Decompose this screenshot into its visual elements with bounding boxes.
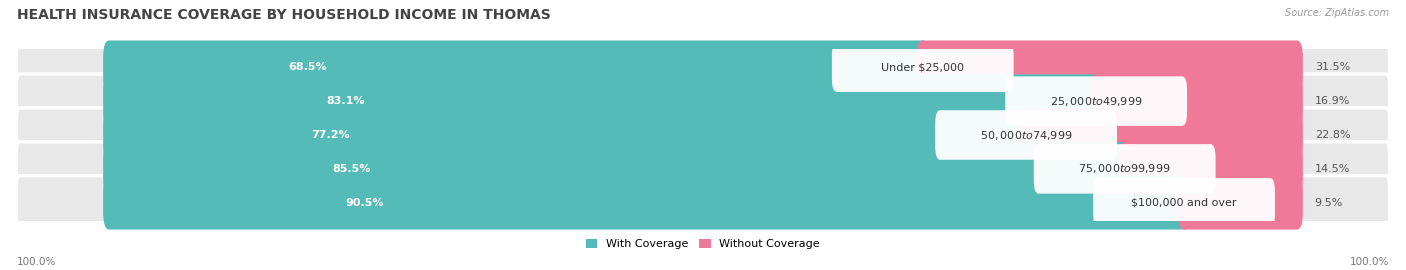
FancyBboxPatch shape [103, 108, 1032, 162]
Text: 22.8%: 22.8% [1315, 130, 1350, 140]
Text: Under $25,000: Under $25,000 [882, 62, 965, 72]
FancyBboxPatch shape [1005, 76, 1187, 126]
FancyBboxPatch shape [935, 110, 1116, 160]
Text: 68.5%: 68.5% [288, 62, 326, 72]
FancyBboxPatch shape [103, 40, 929, 94]
FancyBboxPatch shape [103, 74, 1102, 128]
Text: $100,000 and over: $100,000 and over [1132, 198, 1237, 208]
FancyBboxPatch shape [1033, 144, 1216, 194]
FancyBboxPatch shape [103, 176, 1189, 230]
FancyBboxPatch shape [17, 74, 1389, 128]
Legend: With Coverage, Without Coverage: With Coverage, Without Coverage [582, 235, 824, 254]
FancyBboxPatch shape [103, 142, 1130, 196]
FancyBboxPatch shape [1094, 178, 1275, 228]
FancyBboxPatch shape [1090, 74, 1303, 128]
Text: HEALTH INSURANCE COVERAGE BY HOUSEHOLD INCOME IN THOMAS: HEALTH INSURANCE COVERAGE BY HOUSEHOLD I… [17, 8, 551, 22]
Text: 31.5%: 31.5% [1315, 62, 1350, 72]
Text: $50,000 to $74,999: $50,000 to $74,999 [980, 129, 1073, 141]
Text: $75,000 to $99,999: $75,000 to $99,999 [1078, 162, 1171, 176]
Text: 85.5%: 85.5% [332, 164, 371, 174]
FancyBboxPatch shape [17, 176, 1389, 230]
Text: 14.5%: 14.5% [1315, 164, 1350, 174]
Text: 16.9%: 16.9% [1315, 96, 1350, 106]
Text: 9.5%: 9.5% [1315, 198, 1343, 208]
Text: Source: ZipAtlas.com: Source: ZipAtlas.com [1285, 8, 1389, 18]
FancyBboxPatch shape [1178, 176, 1303, 230]
Text: 83.1%: 83.1% [326, 96, 364, 106]
FancyBboxPatch shape [17, 142, 1389, 196]
Text: 90.5%: 90.5% [346, 198, 384, 208]
FancyBboxPatch shape [1021, 108, 1303, 162]
FancyBboxPatch shape [832, 42, 1014, 92]
Text: $25,000 to $49,999: $25,000 to $49,999 [1050, 94, 1143, 108]
Text: 100.0%: 100.0% [1350, 257, 1389, 267]
Text: 100.0%: 100.0% [17, 257, 56, 267]
FancyBboxPatch shape [1119, 142, 1303, 196]
FancyBboxPatch shape [17, 40, 1389, 94]
FancyBboxPatch shape [917, 40, 1303, 94]
Text: 77.2%: 77.2% [311, 130, 350, 140]
FancyBboxPatch shape [17, 108, 1389, 162]
